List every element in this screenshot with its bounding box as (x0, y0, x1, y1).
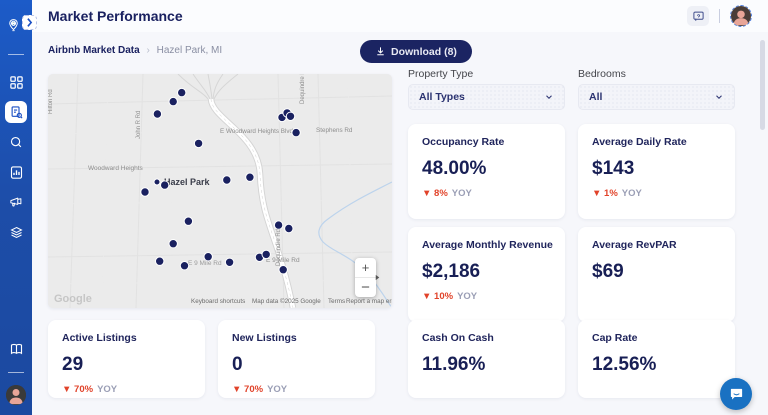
svg-text:Hilton Rd: Hilton Rd (48, 89, 54, 114)
svg-text:Keyboard shortcuts: Keyboard shortcuts (191, 298, 245, 305)
svg-text:Hazel Park: Hazel Park (164, 177, 211, 187)
svg-text:Stephens Rd: Stephens Rd (316, 127, 353, 134)
svg-text:E 9 Mile Rd: E 9 Mile Rd (188, 260, 222, 267)
svg-text:Woodward Heights: Woodward Heights (88, 165, 144, 172)
svg-text:Dequindre Rd: Dequindre Rd (300, 74, 306, 104)
svg-text:E Woodward Heights Blvd: E Woodward Heights Blvd (220, 128, 294, 135)
svg-text:Google: Google (54, 293, 92, 305)
svg-text:Map data ©2025 Google: Map data ©2025 Google (252, 297, 321, 305)
svg-text:Report a map error: Report a map error (346, 298, 392, 305)
svg-text:John R Rd: John R Rd (136, 111, 142, 139)
svg-text:Terms: Terms (328, 298, 345, 305)
svg-text:E 9 Mile Rd: E 9 Mile Rd (266, 257, 300, 264)
